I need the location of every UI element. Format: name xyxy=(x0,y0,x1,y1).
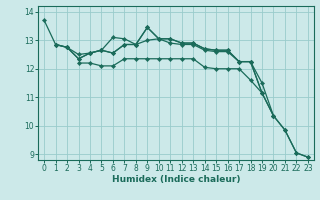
X-axis label: Humidex (Indice chaleur): Humidex (Indice chaleur) xyxy=(112,175,240,184)
